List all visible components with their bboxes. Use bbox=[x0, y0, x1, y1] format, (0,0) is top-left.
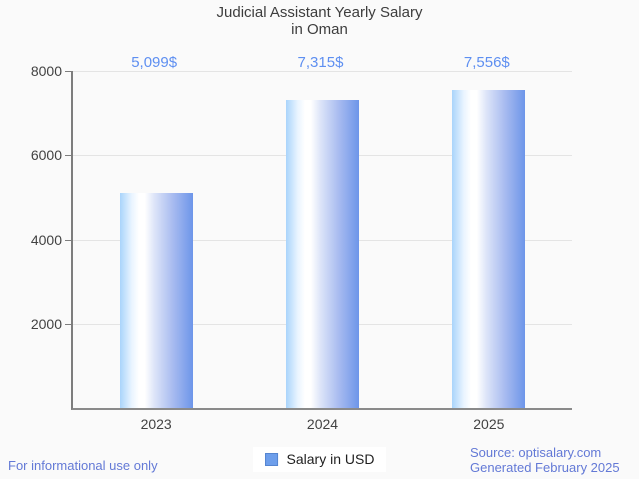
footer-source: Source: optisalary.com bbox=[470, 445, 602, 460]
bar-2024[interactable] bbox=[286, 99, 359, 408]
value-label-2023: 5,099$ bbox=[131, 54, 178, 71]
footer-source-block: Source: optisalary.com Generated Februar… bbox=[470, 445, 620, 475]
y-axis-label-8000: 8000 bbox=[30, 63, 62, 79]
footer-generated: Generated February 2025 bbox=[470, 460, 620, 475]
y-axis-tick-4000 bbox=[65, 239, 71, 241]
gridline-8000 bbox=[73, 71, 572, 72]
plot-area: 2023 2024 2025 bbox=[65, 71, 572, 432]
y-axis-label-4000: 4000 bbox=[30, 231, 62, 248]
y-axis-label-2000: 2000 bbox=[30, 315, 62, 332]
chart-title: Judicial Assistant Yearly Salary in Oman bbox=[0, 4, 639, 38]
y-axis-tick-2000 bbox=[65, 323, 71, 325]
chart-title-line-2: in Oman bbox=[291, 21, 348, 38]
legend-label: Salary in USD bbox=[286, 451, 375, 467]
x-axis-label-2025: 2025 bbox=[473, 416, 505, 432]
value-label-2025: 7,556$ bbox=[463, 54, 510, 71]
x-axis-label-2023: 2023 bbox=[140, 416, 172, 432]
legend: Salary in USD bbox=[252, 447, 387, 472]
x-axis-label-2024: 2024 bbox=[306, 416, 339, 432]
bar-2025[interactable] bbox=[452, 89, 526, 408]
y-axis-tick-8000 bbox=[65, 71, 71, 72]
bar-2023[interactable] bbox=[119, 193, 193, 408]
legend-swatch-icon bbox=[264, 452, 278, 466]
value-label-2024: 7,315$ bbox=[297, 54, 344, 71]
chart-title-line-1: Judicial Assistant Yearly Salary bbox=[216, 4, 423, 21]
y-axis-label-6000: 6000 bbox=[30, 147, 62, 164]
y-axis-tick-6000 bbox=[65, 155, 71, 157]
footer-disclaimer: For informational use only bbox=[8, 458, 158, 473]
